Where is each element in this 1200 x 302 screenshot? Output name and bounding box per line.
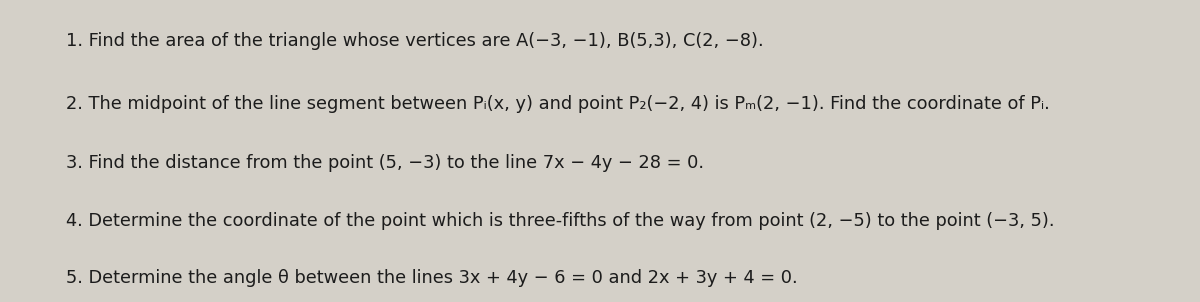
Text: 4. Determine the coordinate of the point which is three-fifths of the way from p: 4. Determine the coordinate of the point… <box>66 212 1055 230</box>
Text: 5. Determine the angle θ between the lines 3x + 4y − 6 = 0 and 2x + 3y + 4 = 0.: 5. Determine the angle θ between the lin… <box>66 269 798 288</box>
Text: 1. Find the area of the triangle whose vertices are A(−3, −1), B(5,3), C(2, −8).: 1. Find the area of the triangle whose v… <box>66 32 763 50</box>
Text: 3. Find the distance from the point (5, −3) to the line 7x − 4y − 28 = 0.: 3. Find the distance from the point (5, … <box>66 154 704 172</box>
Text: 2. The midpoint of the line segment between Pᵢ(x, y) and point P₂(−2, 4) is Pₘ(2: 2. The midpoint of the line segment betw… <box>66 95 1050 113</box>
